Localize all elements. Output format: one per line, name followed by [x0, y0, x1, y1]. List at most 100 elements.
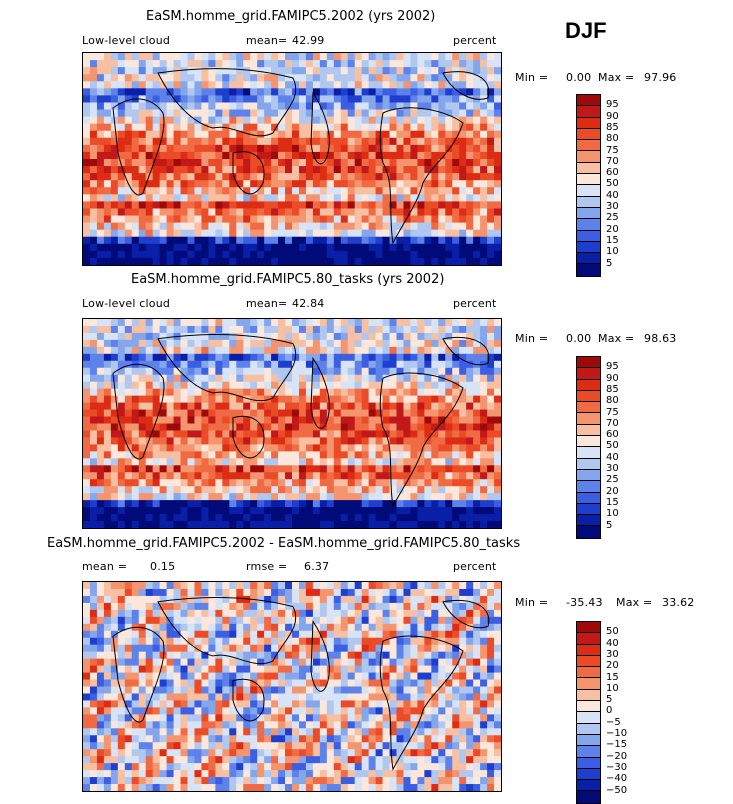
colorbar-tick-label: 40: [606, 191, 619, 201]
panel2-mean-label: mean=: [246, 297, 287, 310]
panel3-title: EaSM.homme_grid.FAMIPC5.2002 - EaSM.homm…: [47, 536, 520, 551]
panel1-map: [82, 52, 502, 266]
colorbar-swatch: [577, 645, 600, 656]
panel1-units: percent: [453, 34, 497, 47]
colorbar-swatch: [577, 735, 600, 746]
colorbar-swatch: [577, 413, 600, 424]
colorbar-tick-label: 5: [606, 521, 612, 531]
colorbar-swatch: [577, 622, 600, 633]
colorbar-swatch: [577, 118, 600, 129]
colorbar-tick-label: 85: [606, 123, 619, 133]
colorbar-tick-label: −20: [606, 752, 627, 762]
colorbar-swatch: [577, 712, 600, 723]
colorbar-tick-label: −50: [606, 786, 627, 796]
colorbar-swatch: [577, 185, 600, 196]
colorbar-swatch: [577, 106, 600, 117]
colorbar-tick-label: 10: [606, 247, 619, 257]
colorbar-tick-label: 20: [606, 487, 619, 497]
colorbar-tick-label: 95: [606, 362, 619, 372]
colorbar-swatch: [577, 769, 600, 780]
panel1-mean-label: mean=: [246, 34, 287, 47]
colorbar-swatch: [577, 724, 600, 735]
colorbar-tick-label: 5: [606, 259, 612, 269]
panel2-title: EaSM.homme_grid.FAMIPC5.80_tasks (yrs 20…: [131, 272, 444, 287]
colorbar-tick-label: 15: [606, 236, 619, 246]
colorbar-tick-label: 90: [606, 374, 619, 384]
colorbar-swatch: [577, 253, 600, 264]
colorbar-tick-label: 15: [606, 498, 619, 508]
colorbar-tick-label: 85: [606, 385, 619, 395]
colorbar-swatch: [577, 791, 600, 802]
panel1-variable: Low-level cloud: [82, 34, 170, 47]
colorbar-swatch: [577, 129, 600, 140]
panel1-colorbar: [576, 94, 601, 277]
panel3-rmse-label: rmse =: [246, 560, 287, 573]
colorbar-tick-label: 30: [606, 650, 619, 660]
panel2-mean-value: 42.84: [292, 297, 325, 310]
panel3-mean-label: mean =: [82, 560, 127, 573]
panel1-max-label: Max =: [598, 71, 634, 84]
colorbar-swatch: [577, 368, 600, 379]
panel2-units: percent: [453, 297, 497, 310]
colorbar-tick-label: 50: [606, 441, 619, 451]
panel2-min-value: 0.00: [566, 332, 591, 345]
panel2-max-value: 98.63: [644, 332, 677, 345]
colorbar-tick-label: 5: [606, 695, 612, 705]
colorbar-swatch: [577, 425, 600, 436]
colorbar-tick-label: 20: [606, 225, 619, 235]
colorbar-tick-label: 80: [606, 134, 619, 144]
panel3-rmse-value: 6.37: [304, 560, 329, 573]
colorbar-tick-label: 40: [606, 639, 619, 649]
map-field: [83, 582, 501, 791]
colorbar-tick-label: −5: [606, 718, 621, 728]
colorbar-swatch: [577, 436, 600, 447]
colorbar-swatch: [577, 174, 600, 185]
colorbar-tick-label: 10: [606, 684, 619, 694]
panel3-mean-value: 0.15: [150, 560, 175, 573]
colorbar-swatch: [577, 264, 600, 275]
colorbar-swatch: [577, 504, 600, 515]
colorbar-tick-label: 80: [606, 396, 619, 406]
colorbar-swatch: [577, 231, 600, 242]
colorbar-swatch: [577, 402, 600, 413]
colorbar-tick-label: 60: [606, 430, 619, 440]
colorbar-tick-label: 40: [606, 453, 619, 463]
colorbar-tick-label: 90: [606, 112, 619, 122]
colorbar-swatch: [577, 526, 600, 537]
colorbar-tick-label: −15: [606, 740, 627, 750]
panel2-map: [82, 318, 502, 529]
colorbar-swatch: [577, 470, 600, 481]
panel1-mean-value: 42.99: [292, 34, 325, 47]
colorbar-tick-label: 25: [606, 213, 619, 223]
panel3-units: percent: [453, 560, 497, 573]
colorbar-tick-label: 75: [606, 146, 619, 156]
colorbar-tick-label: 20: [606, 661, 619, 671]
colorbar-tick-label: 75: [606, 408, 619, 418]
panel1-min-value: 0.00: [566, 71, 591, 84]
colorbar-tick-label: 70: [606, 157, 619, 167]
map-field: [83, 53, 501, 265]
colorbar-swatch: [577, 151, 600, 162]
colorbar-tick-label: 30: [606, 202, 619, 212]
panel3-min-value: -35.43: [566, 596, 603, 609]
colorbar-tick-label: −30: [606, 763, 627, 773]
colorbar-swatch: [577, 140, 600, 151]
colorbar-tick-label: 50: [606, 627, 619, 637]
colorbar-swatch: [577, 746, 600, 757]
panel3-max-label: Max =: [616, 596, 652, 609]
colorbar-swatch: [577, 219, 600, 230]
panel3-max-value: 33.62: [662, 596, 695, 609]
colorbar-tick-label: −40: [606, 774, 627, 784]
panel2-max-label: Max =: [598, 332, 634, 345]
colorbar-swatch: [577, 758, 600, 769]
colorbar-swatch: [577, 163, 600, 174]
colorbar-swatch: [577, 197, 600, 208]
colorbar-swatch: [577, 656, 600, 667]
season-label: DJF: [565, 18, 607, 44]
panel2-colorbar: [576, 356, 601, 539]
colorbar-tick-label: 15: [606, 673, 619, 683]
panel1-max-value: 97.96: [644, 71, 677, 84]
colorbar-tick-label: 0: [606, 706, 612, 716]
colorbar-tick-label: 30: [606, 464, 619, 474]
colorbar-tick-label: 95: [606, 100, 619, 110]
